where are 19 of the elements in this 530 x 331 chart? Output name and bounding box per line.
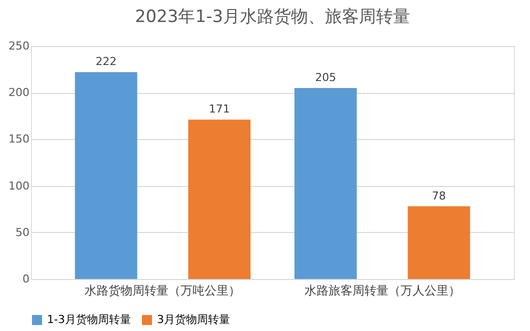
x-tick-label: 水路货物周转量（万吨公里）: [84, 284, 241, 298]
y-tick-label: 250: [8, 40, 30, 52]
y-tick-label: 100: [8, 179, 30, 192]
bar: [188, 120, 251, 279]
y-tick-label: 0: [22, 272, 30, 286]
chart-title: 2023年1-3月水路货物、旅客周转量: [134, 7, 410, 27]
legend-label: 1-3月货物周转量: [47, 313, 131, 326]
y-tick-label: 150: [8, 132, 30, 146]
bar: [408, 206, 470, 279]
bar: [294, 88, 357, 279]
y-tick-label: 50: [16, 226, 30, 239]
data-label: 222: [96, 55, 117, 68]
data-label: 205: [315, 70, 336, 84]
x-tick-label: 水路旅客周转量（万人公里）: [304, 284, 460, 298]
legend-label: 3月货物周转量: [157, 313, 230, 326]
bar: [74, 72, 138, 279]
data-label: 171: [208, 102, 230, 116]
data-label: 78: [432, 189, 446, 202]
y-tick-label: 200: [8, 86, 30, 100]
